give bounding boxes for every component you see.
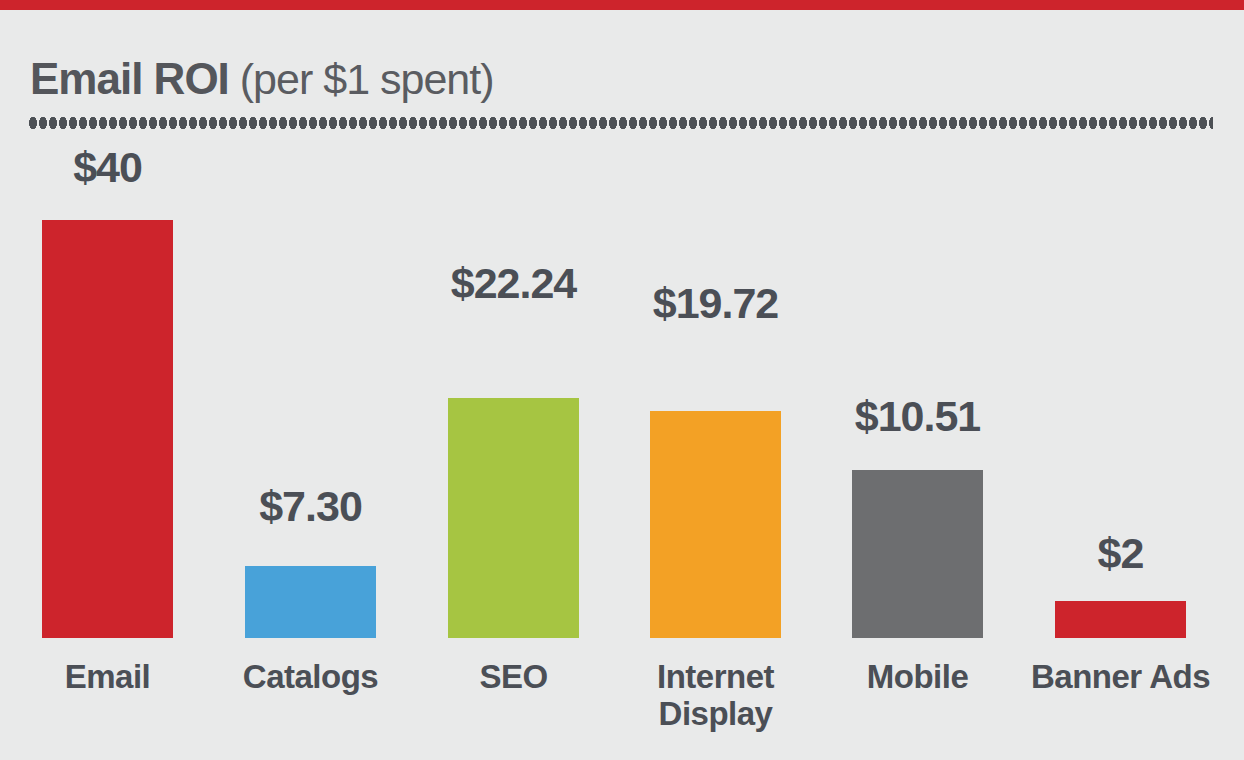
bar: [245, 566, 376, 638]
bar: [852, 470, 983, 638]
category-label: Catalogs: [196, 658, 426, 695]
value-label: $2: [1098, 532, 1144, 575]
category-label: Email: [0, 658, 223, 695]
bar: [42, 220, 173, 638]
bar: [448, 398, 579, 638]
bar: [1055, 601, 1186, 638]
category-label: Banner Ads: [1006, 658, 1236, 695]
bar-chart: $40 Email $7.30 Catalogs $22.24 SEO $19.…: [0, 0, 1244, 760]
value-label: $22.24: [451, 262, 577, 305]
value-label: $19.72: [653, 282, 779, 325]
value-label: $40: [73, 146, 142, 189]
bar: [650, 411, 781, 638]
category-label: Mobile: [803, 658, 1033, 695]
category-label: Internet Display: [601, 658, 831, 732]
category-label: SEO: [399, 658, 629, 695]
value-label: $10.51: [855, 395, 981, 438]
value-label: $7.30: [259, 485, 362, 528]
